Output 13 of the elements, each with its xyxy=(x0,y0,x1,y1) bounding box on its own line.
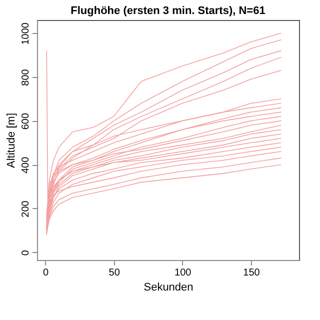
y-tick-label: 200 xyxy=(20,200,32,218)
x-tick-label: 50 xyxy=(108,268,120,278)
y-tick-label: 400 xyxy=(20,156,32,174)
y-tick-label: 0 xyxy=(20,250,32,256)
x-tick-label: 100 xyxy=(174,268,192,278)
y-tick-label: 1000 xyxy=(20,22,32,45)
chart-title: Flughöhe (ersten 3 min. Starts), N=61 xyxy=(70,5,266,17)
y-axis-title: Altitude [m] xyxy=(6,112,18,168)
y-tick-label: 800 xyxy=(20,68,32,86)
x-tick-label: 0 xyxy=(42,268,49,278)
x-axis-title: Sekunden xyxy=(144,282,194,294)
y-tick-label: 600 xyxy=(20,112,32,130)
x-tick-label: 150 xyxy=(243,268,260,278)
